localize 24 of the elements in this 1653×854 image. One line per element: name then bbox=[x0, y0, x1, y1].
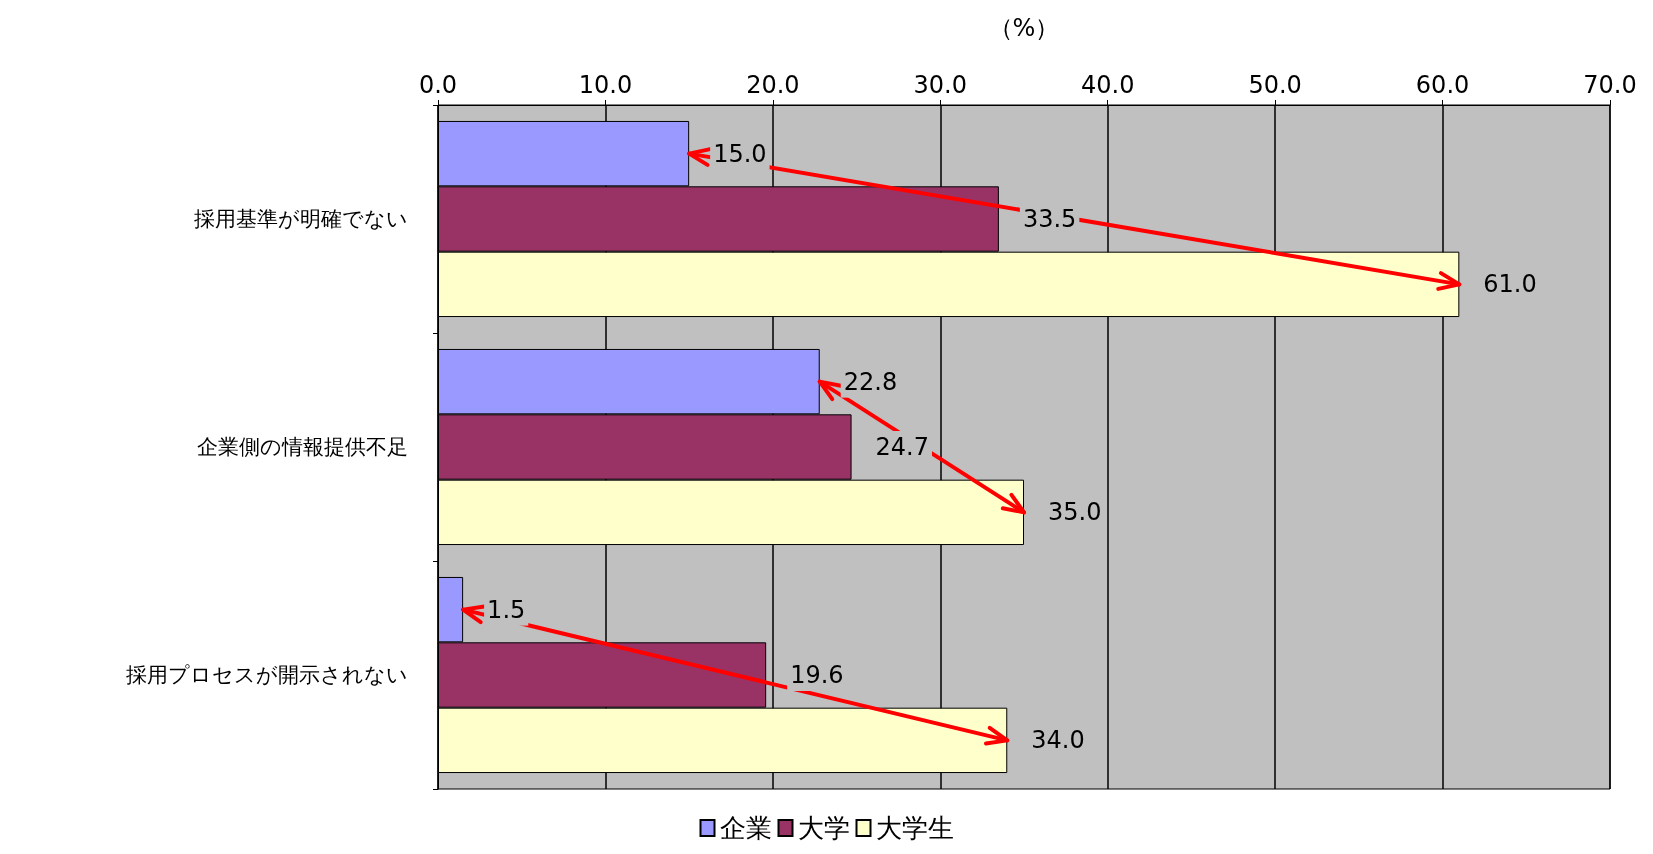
x-tick-label: 10.0 bbox=[578, 71, 633, 99]
x-tick-label: 30.0 bbox=[913, 71, 967, 99]
x-tick-label: 0.0 bbox=[418, 71, 458, 99]
y-tick-label: 採用基準が明確でない bbox=[194, 207, 408, 231]
data-label: 33.5 bbox=[1022, 205, 1077, 233]
data-label: 35.0 bbox=[1048, 498, 1102, 527]
y-tick-label: 企業側の情報提供不足 bbox=[197, 435, 408, 459]
data-label: 24.7 bbox=[875, 433, 929, 461]
legend-label: 企業 bbox=[719, 813, 772, 843]
data-label: 22.8 bbox=[843, 367, 898, 396]
data-label: 19.6 bbox=[790, 661, 844, 689]
legend-label: 大学生 bbox=[875, 813, 954, 843]
x-tick-label: 50.0 bbox=[1248, 71, 1302, 99]
x-tick-label: 70.0 bbox=[1583, 71, 1637, 99]
x-tick-label: 40.0 bbox=[1081, 71, 1135, 99]
data-label: 34.0 bbox=[1031, 726, 1085, 755]
x-tick-label: 20.0 bbox=[746, 71, 800, 99]
x-tick-label: 60.0 bbox=[1415, 71, 1470, 99]
data-label: 15.0 bbox=[713, 139, 767, 168]
data-label: 61.0 bbox=[1483, 270, 1537, 299]
data-label: 1.5 bbox=[487, 595, 526, 624]
y-tick-label: 採用プロセスが開示されない bbox=[126, 663, 408, 687]
x-axis-title: （%） bbox=[988, 14, 1060, 42]
legend-label: 大学 bbox=[797, 813, 850, 843]
